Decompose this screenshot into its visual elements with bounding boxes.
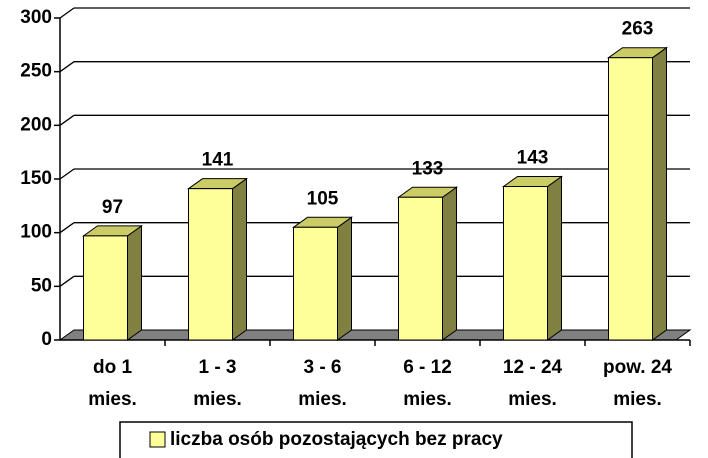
x-tick-label: 6 - 12 mies. xyxy=(403,357,452,410)
y-tick-label: 150 xyxy=(20,168,52,189)
data-label: 143 xyxy=(517,148,549,169)
data-label: 133 xyxy=(412,158,444,179)
bar-side xyxy=(442,186,457,341)
bar xyxy=(606,46,669,341)
bar xyxy=(291,216,354,341)
legend-box xyxy=(119,421,633,458)
grid-line xyxy=(59,114,75,126)
y-tick-label: 300 xyxy=(20,7,52,28)
grid-line xyxy=(59,7,75,19)
y-tick-label: 100 xyxy=(20,222,52,243)
data-label: 141 xyxy=(202,150,234,171)
bar xyxy=(81,224,144,341)
grid-line xyxy=(59,275,75,287)
data-label: 97 xyxy=(102,197,123,218)
bar xyxy=(186,177,249,341)
x-tick-label: 3 - 6 mies. xyxy=(298,357,347,410)
legend-label: liczba osób pozostających bez pracy xyxy=(170,429,503,450)
bar-front xyxy=(293,226,338,341)
data-label: 105 xyxy=(307,188,339,209)
legend-swatch xyxy=(149,431,166,448)
grid-line xyxy=(59,61,75,73)
bar-side xyxy=(127,224,142,341)
y-tick-label: 200 xyxy=(20,114,52,135)
data-label: 263 xyxy=(622,19,654,40)
bar-front xyxy=(608,57,653,341)
bar-front xyxy=(83,235,128,341)
bar-side xyxy=(232,177,247,341)
grid-line xyxy=(59,222,75,234)
bar-front xyxy=(188,188,233,341)
y-tick-label: 50 xyxy=(31,275,52,296)
floor xyxy=(58,329,692,341)
bar-front xyxy=(503,186,548,341)
bar xyxy=(396,186,459,341)
y-tick-label: 250 xyxy=(20,61,52,82)
bar-side xyxy=(337,216,352,341)
x-tick-label: do 1 mies. xyxy=(88,357,137,410)
x-tick-label: 12 - 24 mies. xyxy=(503,357,563,410)
bar xyxy=(501,175,564,341)
bar-front xyxy=(398,196,443,341)
x-tick-label: pow. 24 mies. xyxy=(603,357,672,410)
y-tick-label: 0 xyxy=(41,329,52,350)
bar-side xyxy=(547,175,562,341)
bar-side xyxy=(652,46,667,341)
grid-line xyxy=(59,168,75,180)
x-tick-label: 1 - 3 mies. xyxy=(193,357,242,410)
